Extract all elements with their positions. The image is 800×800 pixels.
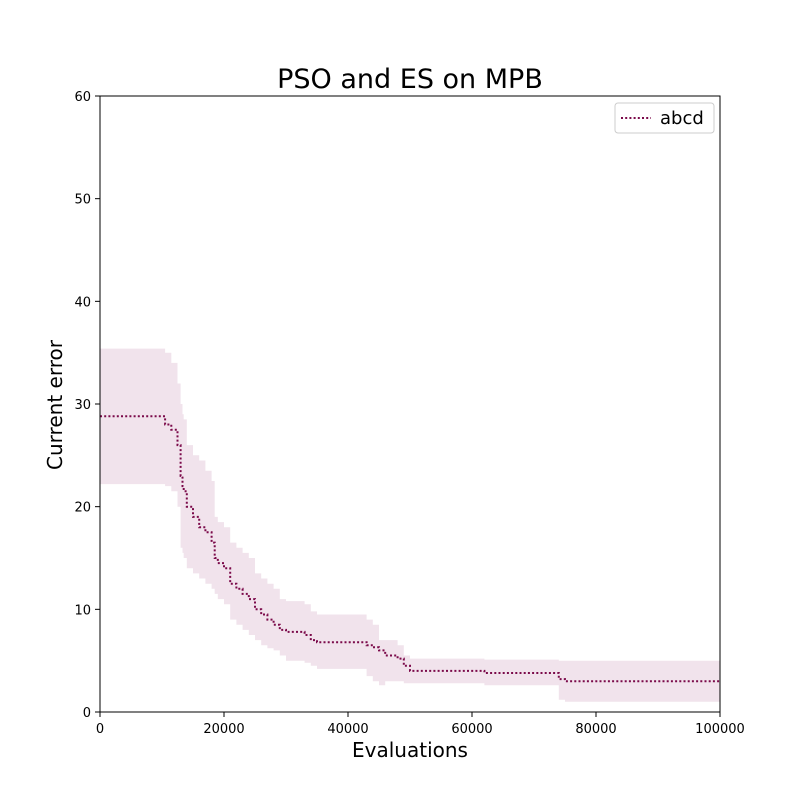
y-tick-label: 40: [74, 295, 91, 310]
series-line-0: [100, 415, 720, 683]
chart-title: PSO and ES on MPB: [277, 64, 543, 95]
legend-label: abcd: [660, 108, 704, 129]
x-tick-label: 80000: [575, 722, 616, 737]
x-tick-label: 0: [96, 722, 104, 737]
plot-frame: [99, 95, 721, 713]
x-axis: 0 20000 40000 60000 80000 100000: [96, 712, 745, 737]
x-tick-label: 20000: [203, 722, 244, 737]
y-tick-label: 50: [74, 193, 91, 208]
x-tick-label: 40000: [327, 722, 368, 737]
series-band-0: [100, 348, 720, 702]
legend-box: [614, 102, 715, 134]
y-tick-label: 0: [83, 706, 91, 721]
legend: abcd: [614, 102, 715, 134]
y-tick-label: 60: [74, 90, 91, 105]
y-axis-label: Current error: [43, 339, 67, 470]
plot-layer: [100, 348, 720, 702]
y-tick-label: 30: [74, 398, 91, 413]
x-tick-label: 60000: [451, 722, 492, 737]
y-tick-label: 20: [74, 501, 91, 516]
x-axis-label: Evaluations: [352, 738, 468, 762]
y-tick-label: 10: [74, 603, 91, 618]
x-tick-label: 100000: [695, 722, 745, 737]
y-axis: 0 10 20 30 40 50 60: [74, 90, 100, 721]
